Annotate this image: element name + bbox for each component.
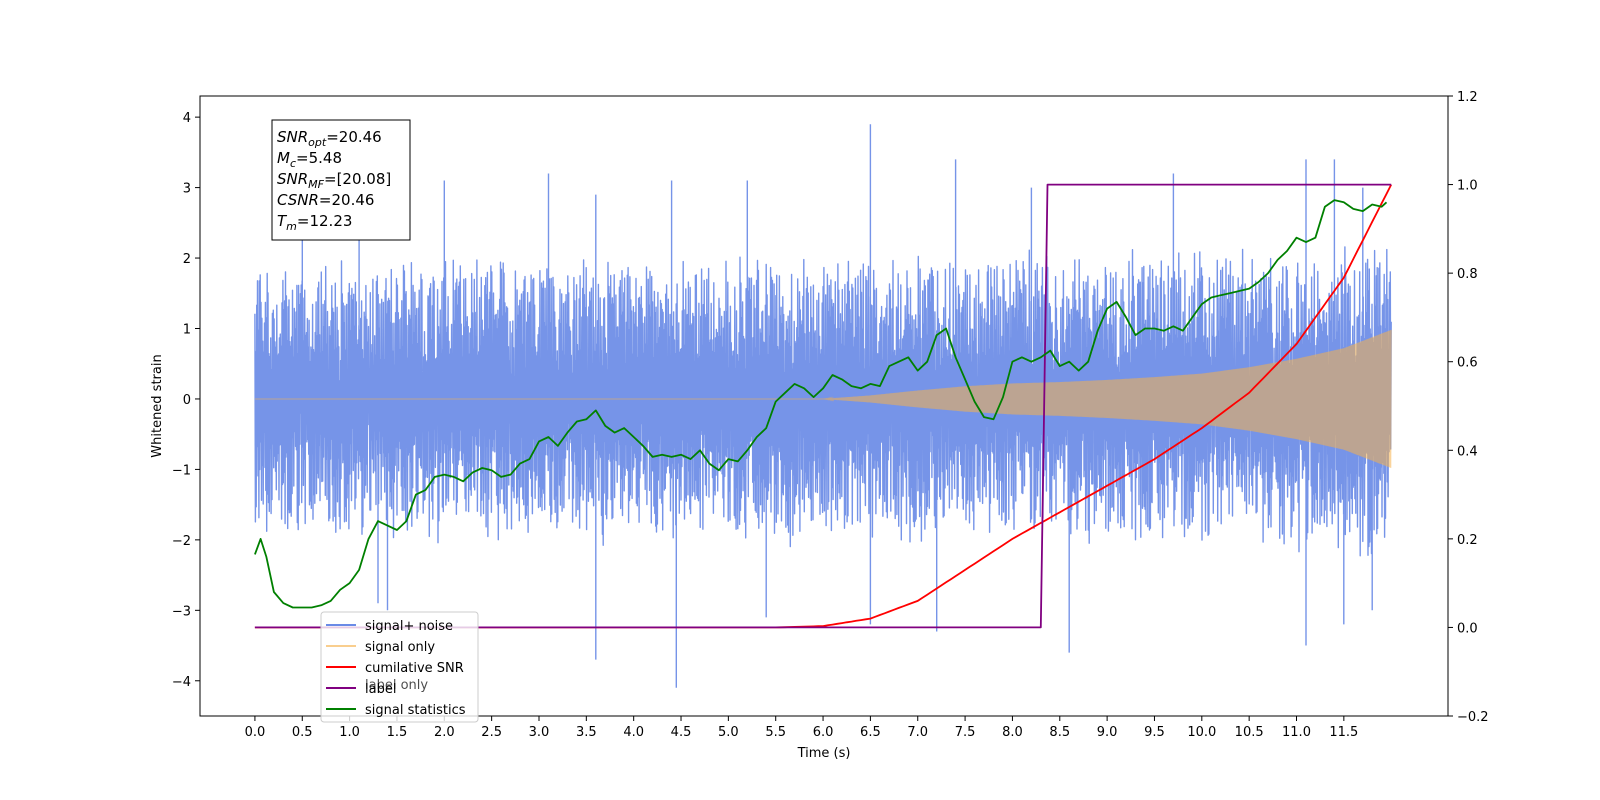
y-tick-label: −1 xyxy=(172,463,191,478)
x-tick-label: 3.5 xyxy=(576,725,597,740)
x-tick-label: 7.0 xyxy=(907,725,928,740)
x-tick-label: 8.5 xyxy=(1049,725,1070,740)
annotation-box: SNRopt=20.46Mc=5.48SNRMF=[20.08]CSNR=20.… xyxy=(271,119,411,241)
x-tick-label: 6.0 xyxy=(813,725,834,740)
annotation-line: Mc=5.48 xyxy=(277,149,342,170)
y2-tick-label: 0.6 xyxy=(1457,356,1478,371)
y-tick-label: 4 xyxy=(183,111,191,126)
legend: label only signal+ noise signal only cumila… xyxy=(320,611,479,723)
y-tick-label: 3 xyxy=(183,182,191,197)
x-tick-label: 0.5 xyxy=(292,725,313,740)
legend-label: signal only xyxy=(365,640,435,655)
legend-frame xyxy=(320,611,479,723)
x-tick-label: 4.5 xyxy=(671,725,692,740)
x-tick-label: 0.0 xyxy=(245,725,266,740)
x-axis-label: Time (s) xyxy=(797,746,851,761)
y-tick-label: −3 xyxy=(172,604,191,619)
x-tick-label: 4.0 xyxy=(623,725,644,740)
x-tick-label: 8.0 xyxy=(1002,725,1023,740)
x-tick-label: 7.5 xyxy=(955,725,976,740)
annotation-line: CSNR=20.46 xyxy=(277,191,374,209)
y-axis-label: Whitened strain xyxy=(150,354,165,457)
x-tick-label: 6.5 xyxy=(860,725,881,740)
y-tick-label: −2 xyxy=(172,534,191,549)
series-signal-noise xyxy=(254,124,1392,688)
x-tick-label: 1.5 xyxy=(387,725,408,740)
x-tick-label: 9.5 xyxy=(1144,725,1165,740)
legend-label: label xyxy=(365,682,396,697)
legend-ghost-text: label only xyxy=(365,678,428,693)
y2-tick-label: −0.2 xyxy=(1457,710,1489,725)
x-tick-label: 5.5 xyxy=(765,725,786,740)
annotation-line: SNRopt=20.46 xyxy=(277,128,382,149)
x-tick-label: 1.0 xyxy=(339,725,360,740)
y2-tick-label: 0.2 xyxy=(1457,533,1478,548)
axis-ticks: 0.0 0.5 1.0 1.5 2.0 2.5 3.0 3.5 4.0 4.5 5.0 5.5 6.0 6… xyxy=(172,90,1489,740)
x-tick-label: 11.0 xyxy=(1282,725,1311,740)
annotation-frame xyxy=(271,119,411,241)
axes-frame xyxy=(199,95,1449,717)
x-tick-label: 10.0 xyxy=(1187,725,1216,740)
x-tick-label: 5.0 xyxy=(718,725,739,740)
y2-tick-label: 0.4 xyxy=(1457,444,1478,459)
x-tick-label: 11.5 xyxy=(1329,725,1358,740)
legend-label: signal+ noise xyxy=(365,619,453,634)
x-tick-label: 9.0 xyxy=(1097,725,1118,740)
series-signal-statistics xyxy=(254,199,1388,609)
y2-tick-label: 0.8 xyxy=(1457,267,1478,282)
y-tick-label: −4 xyxy=(172,675,191,690)
x-tick-label: 3.0 xyxy=(529,725,550,740)
series-signal-only xyxy=(254,329,1392,468)
annotation-line: Tm=12.23 xyxy=(277,212,352,233)
series-label xyxy=(254,183,1392,629)
y-tick-label: 1 xyxy=(183,323,191,338)
y-tick-label: 2 xyxy=(183,252,191,267)
y-tick-label: 0 xyxy=(183,393,191,408)
y2-tick-label: 1.0 xyxy=(1457,179,1478,194)
x-tick-label: 10.5 xyxy=(1235,725,1264,740)
y2-tick-label: 1.2 xyxy=(1457,90,1478,105)
plot-area xyxy=(254,124,1393,688)
x-tick-label: 2.0 xyxy=(434,725,455,740)
legend-label: cumilative SNR xyxy=(365,661,464,676)
y2-tick-label: 0.0 xyxy=(1457,621,1478,636)
annotation-line: SNRMF=[20.08] xyxy=(277,170,391,191)
x-tick-label: 2.5 xyxy=(481,725,502,740)
legend-label: signal statistics xyxy=(365,703,466,718)
